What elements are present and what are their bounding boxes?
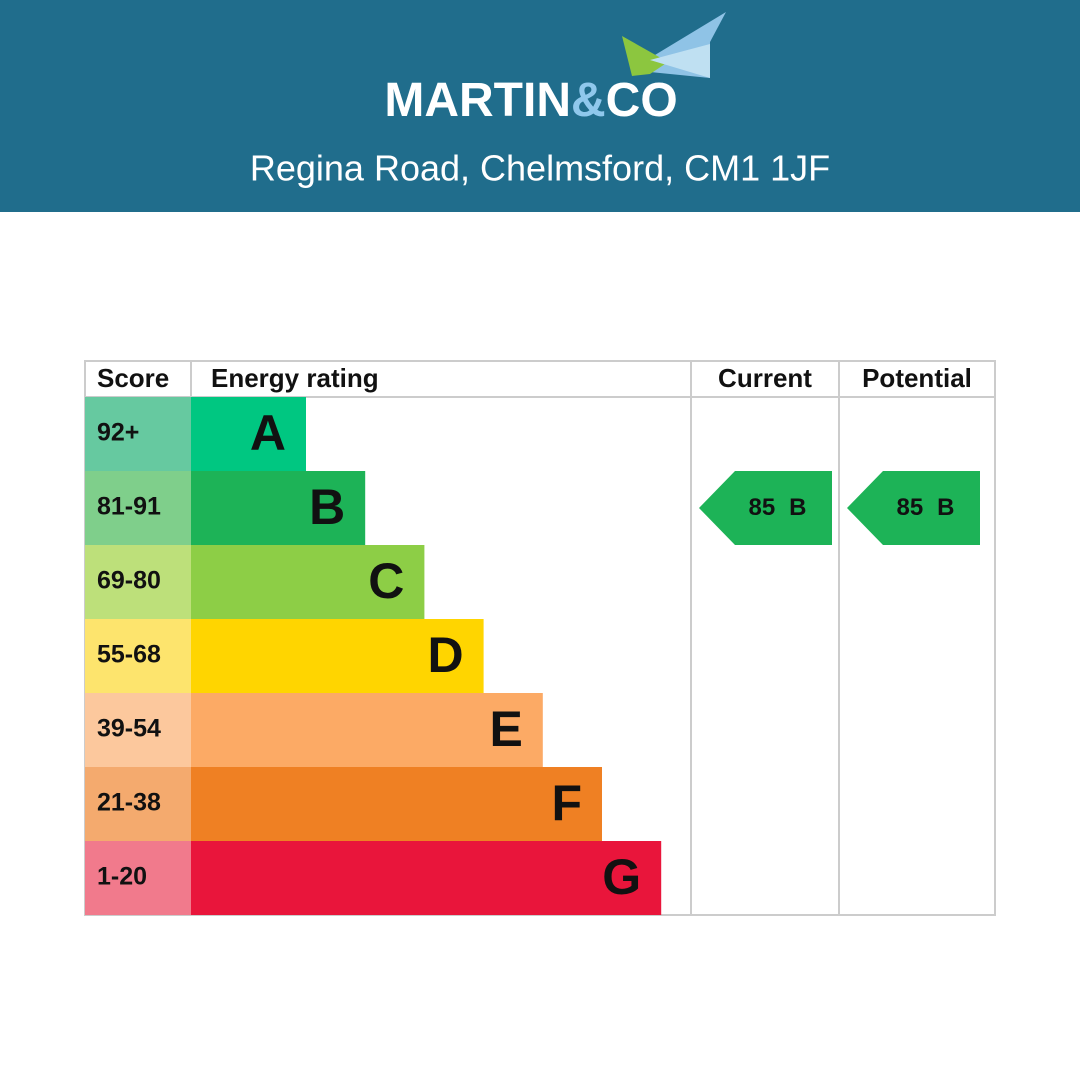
band-letter: B xyxy=(937,494,954,521)
potential-label: 85 B xyxy=(896,494,954,521)
rating-letter: B xyxy=(309,479,345,535)
logo-part: CO xyxy=(606,74,678,127)
potential-arrow xyxy=(847,471,980,545)
epc-table: Score Energy rating Current Potential 92+ A 81… xyxy=(84,360,996,916)
score-cell xyxy=(85,397,191,471)
score-label: 92+ xyxy=(97,419,139,447)
rating-letter: E xyxy=(489,701,522,757)
score-cell xyxy=(85,471,191,545)
logo: MARTIN&CO xyxy=(384,74,677,127)
rating-letter: D xyxy=(427,627,463,683)
column-header: Score xyxy=(97,363,169,393)
rating-letter: A xyxy=(250,405,286,461)
score-label: 21-38 xyxy=(97,789,161,817)
current-label: 85 B xyxy=(748,494,806,521)
score-label: 55-68 xyxy=(97,641,161,669)
logo-icon xyxy=(622,12,726,78)
score-label: 81-91 xyxy=(97,493,161,521)
score-cell xyxy=(85,841,191,915)
column-header: Current xyxy=(718,363,812,393)
rating-letter: F xyxy=(551,775,582,831)
logo-part: & xyxy=(571,74,606,127)
rating-bar xyxy=(191,471,366,545)
rating-bar xyxy=(191,545,425,619)
score-label: 69-80 xyxy=(97,567,161,595)
logo-part: MARTIN xyxy=(384,74,571,127)
score-cell xyxy=(85,693,191,767)
rating-letter: C xyxy=(368,553,404,609)
score-label: 1-20 xyxy=(97,863,147,891)
score-cell xyxy=(85,767,191,841)
band-letter: B xyxy=(789,494,806,521)
score-label: 39-54 xyxy=(97,715,161,743)
score-value: 85 xyxy=(748,494,775,521)
rating-bar xyxy=(191,693,543,767)
header-band xyxy=(0,0,1080,212)
rating-bar xyxy=(191,767,602,841)
column-header: Energy rating xyxy=(211,363,379,393)
rating-bar xyxy=(191,841,662,915)
score-cell xyxy=(85,619,191,693)
current-arrow xyxy=(699,471,832,545)
score-cell xyxy=(85,545,191,619)
rating-bar xyxy=(191,397,306,471)
column-header: Potential xyxy=(862,363,972,393)
score-value: 85 xyxy=(896,494,923,521)
rating-letter: G xyxy=(602,849,641,905)
address: Regina Road, Chelmsford, CM1 1JF xyxy=(250,148,830,189)
rating-bar xyxy=(191,619,484,693)
